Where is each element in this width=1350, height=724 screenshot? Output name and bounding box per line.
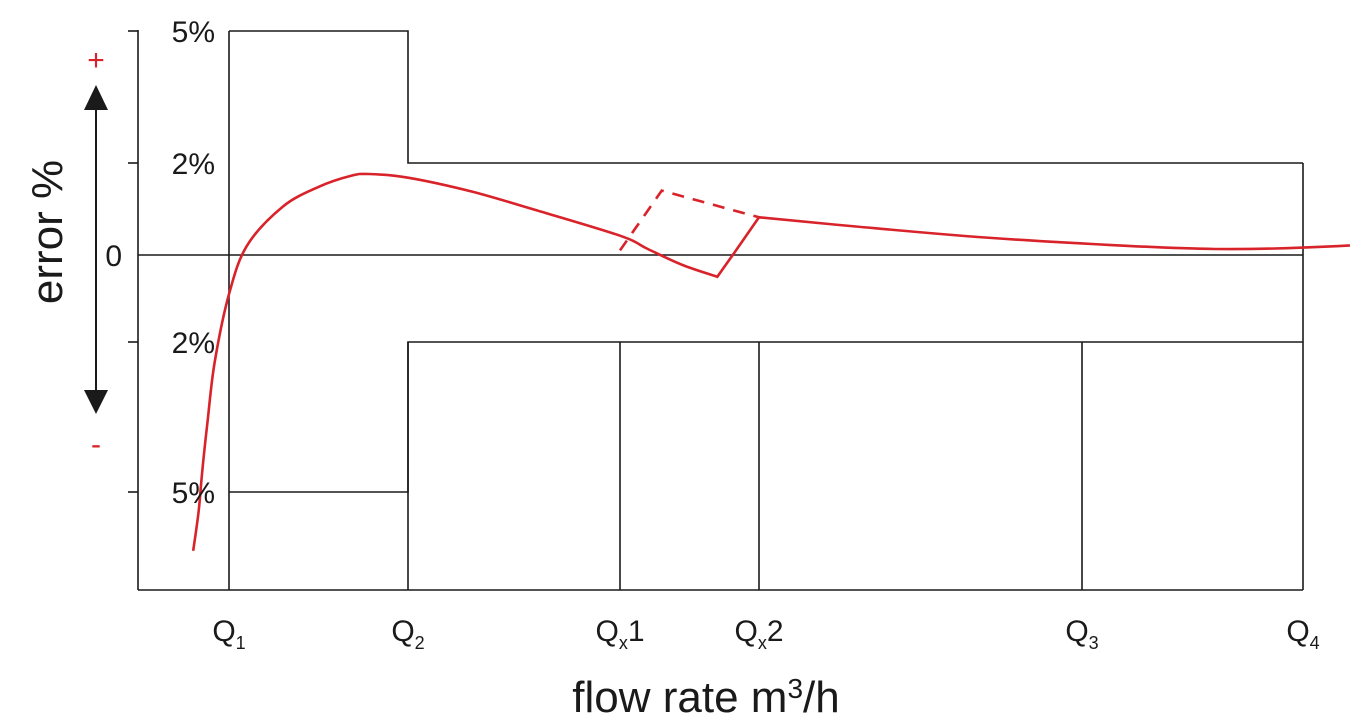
x-tick-sub: 2 <box>415 633 425 653</box>
x-tick-base: Q <box>212 615 235 648</box>
x-axis-title-base: flow rate m <box>572 673 787 722</box>
x-tick-sub: 3 <box>1089 633 1099 653</box>
upper-error-limit <box>229 30 1303 164</box>
x-tick-labels: Q1 Q2 Qx1 Qx2 Q3 Q4 <box>212 615 1319 653</box>
arrow-down-icon <box>84 390 108 414</box>
arrow-up-icon <box>84 85 108 110</box>
x-tick-label: Q3 <box>1065 615 1098 653</box>
x-tick-label: Q4 <box>1286 615 1319 653</box>
y-tick-labels: 5% 2% 0 2% 5% <box>105 16 215 510</box>
x-axis-title-sup: 3 <box>787 673 803 704</box>
error-limit-envelope <box>229 30 1303 493</box>
x-tick-label: Qx1 <box>595 615 644 653</box>
x-tick-base: Q <box>391 615 414 648</box>
x-tick-base: Q <box>1286 615 1309 648</box>
x-tick-base: Q <box>734 615 757 648</box>
y-sign-minus: - <box>91 428 101 461</box>
chart-frame <box>128 30 1304 591</box>
error-curve-dashed <box>618 189 760 252</box>
y-sign-plus: + <box>87 44 105 77</box>
error-curve <box>191 172 1350 551</box>
x-tick-suffix: 2 <box>767 615 784 648</box>
x-tick-base: Q <box>595 615 618 648</box>
x-tick-label: Q1 <box>212 615 245 653</box>
x-tick-label: Qx2 <box>734 615 783 653</box>
x-axis-title: flow rate m3/h <box>572 673 839 722</box>
lower-error-limit <box>229 341 1303 493</box>
x-tick-sub: 1 <box>236 633 246 653</box>
x-tick-sub: 4 <box>1310 633 1320 653</box>
x-tick-sub: x <box>619 633 628 653</box>
y-axis-title: error % <box>23 160 72 304</box>
y-tick-label: 2% <box>172 327 215 360</box>
error-curves <box>191 172 1350 551</box>
x-tick-sub: x <box>758 633 767 653</box>
x-tick-suffix: 1 <box>628 615 645 648</box>
x-axis-title-rest: /h <box>803 673 840 722</box>
y-tick-label: 0 <box>105 240 122 273</box>
y-direction-arrow <box>84 85 108 414</box>
y-tick-label: 5% <box>172 477 215 510</box>
y-tick-label: 5% <box>172 16 215 49</box>
x-tick-label: Q2 <box>391 615 424 653</box>
y-tick-label: 2% <box>172 148 215 181</box>
x-tick-base: Q <box>1065 615 1088 648</box>
